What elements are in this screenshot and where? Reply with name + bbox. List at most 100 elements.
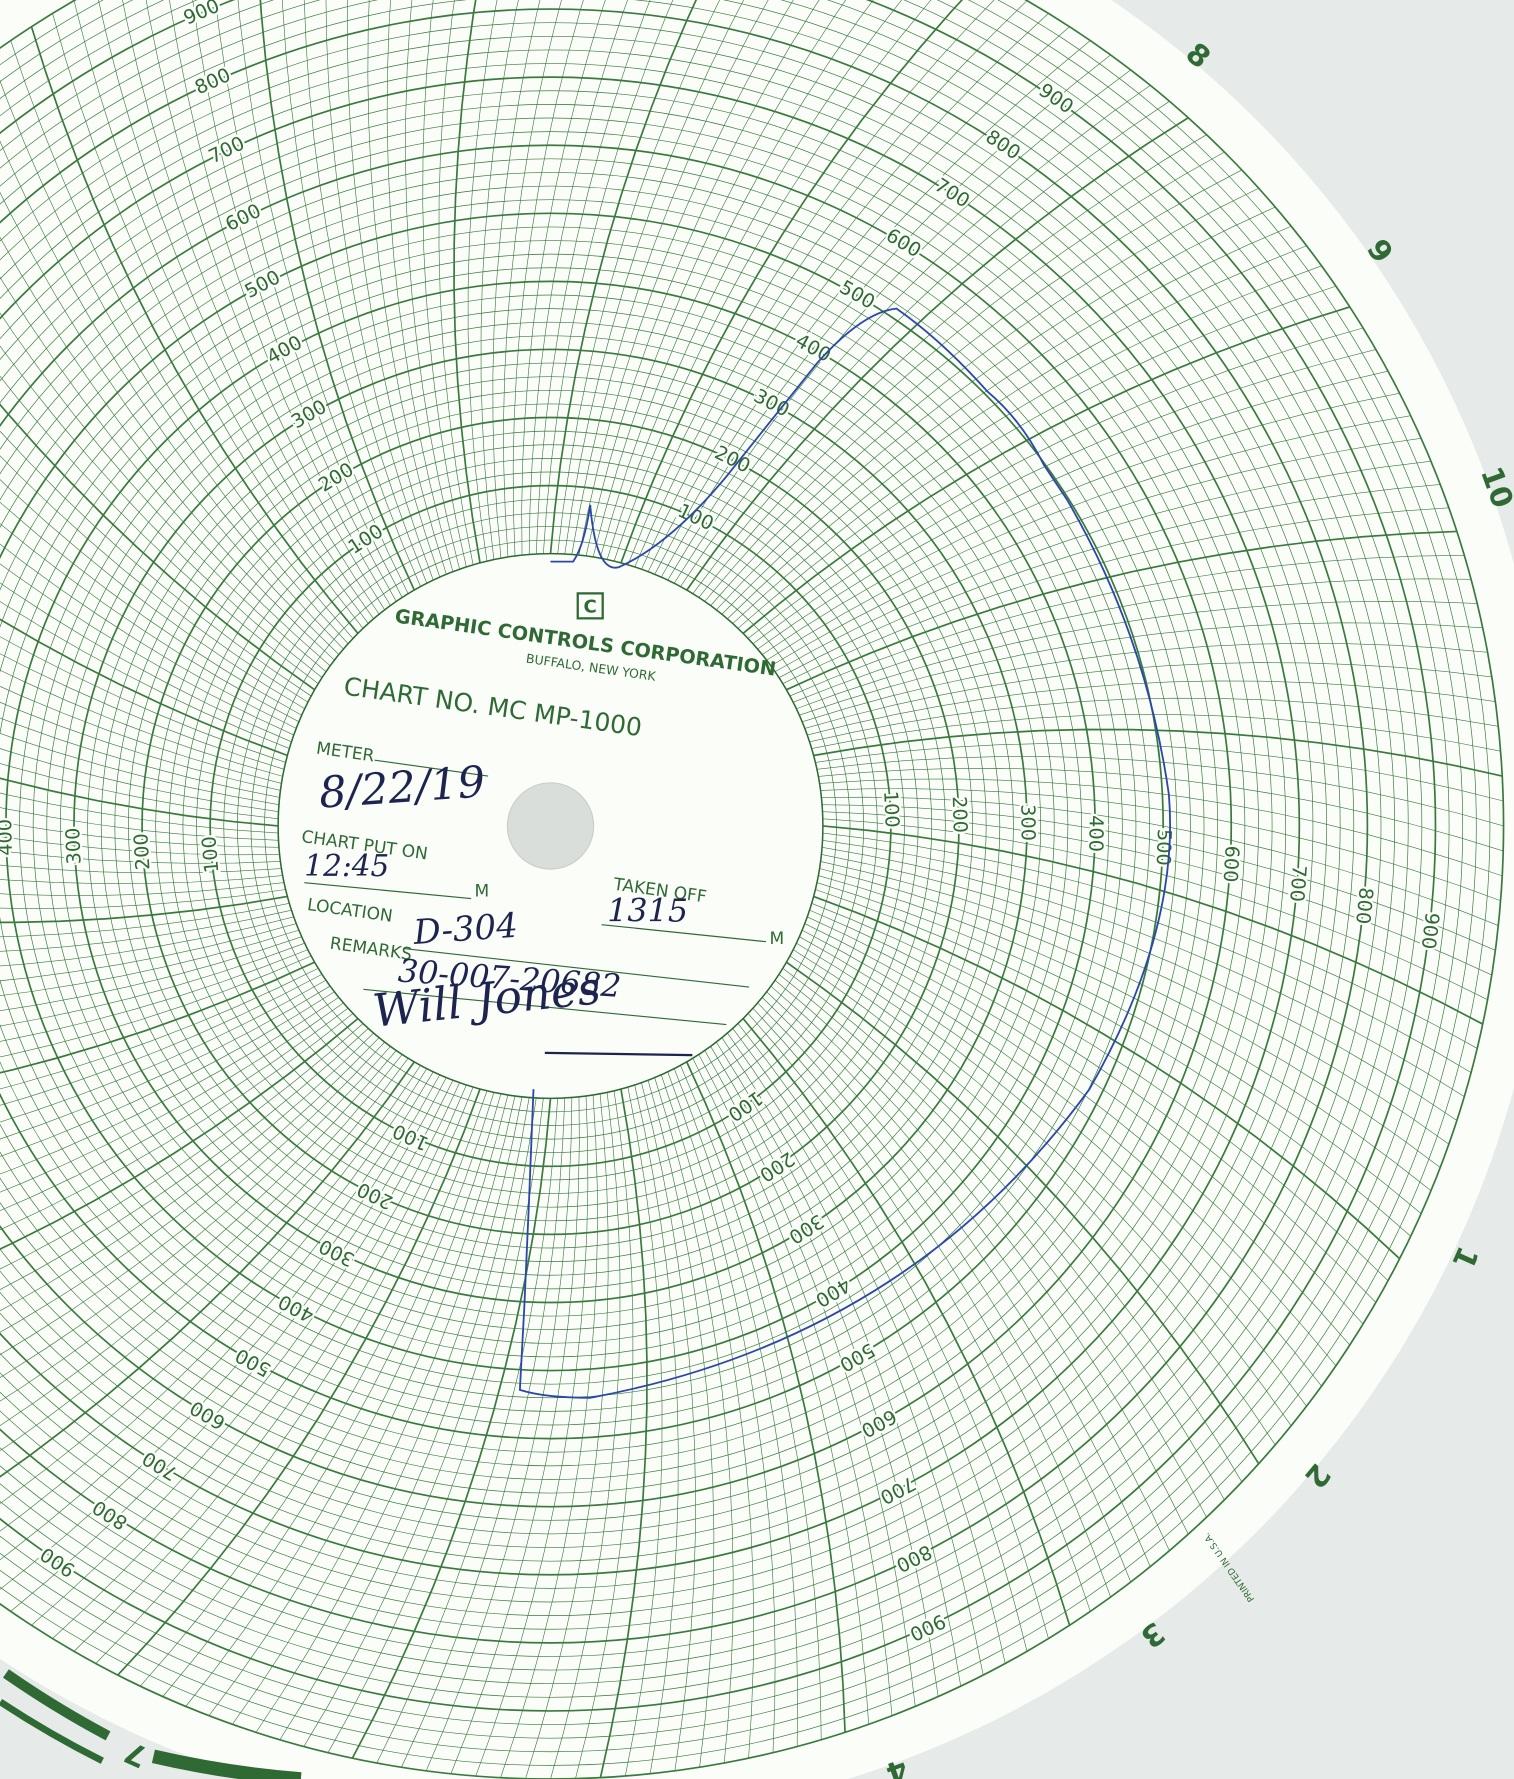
grid-circle: [0, 253, 1123, 1398]
time-line: [0, 748, 279, 812]
time-line: [0, 403, 316, 691]
time-line: [0, 1054, 403, 1426]
grid-circle: [100, 376, 1001, 1276]
scale-label: 200: [129, 833, 154, 871]
time-line: [492, 0, 541, 559]
field-line: [304, 882, 472, 900]
time-line: [0, 955, 312, 1058]
time-line: [818, 875, 1432, 1191]
time-line: [816, 882, 1422, 1214]
time-line: [727, 245, 1307, 620]
time-line: [819, 778, 1503, 877]
grid-circle: [0, 76, 1300, 1576]
time-line: [0, 1065, 421, 1504]
time-line: [0, 1068, 428, 1532]
field-line: [601, 924, 767, 943]
time-line: [667, 69, 1131, 581]
time-line: [0, 636, 286, 763]
time-line: [0, 1050, 397, 1402]
grid-circle: [0, 0, 1490, 1766]
time-line: [0, 929, 300, 996]
grid-circle: [264, 539, 837, 1113]
time-line: [0, 236, 335, 661]
time-line: [512, 0, 584, 557]
time-line: [10, 1077, 447, 1612]
time-line: [752, 349, 1376, 645]
scale-label: 200: [948, 796, 972, 833]
grid-circle: [0, 49, 1327, 1603]
time-line: [673, 1068, 798, 1747]
time-line: [140, 1090, 488, 1687]
time-line: [822, 804, 1496, 951]
time-line: [10, 40, 354, 639]
time-line: [796, 601, 1478, 710]
time-line: [401, 1097, 566, 1768]
time-line: [52, 1082, 460, 1639]
time-line: [450, 1096, 580, 1774]
grid-circle: [32, 308, 1069, 1344]
grid-circle: [19, 294, 1082, 1358]
time-line: [543, 0, 674, 554]
time-line: [747, 327, 1364, 639]
time-line: [185, 1093, 502, 1707]
time-line: [801, 929, 1337, 1366]
time-line: [0, 312, 327, 673]
time-line: [815, 889, 1411, 1237]
time-line: [122, 0, 380, 615]
time-line: [0, 1041, 385, 1355]
grid-circle: [0, 199, 1177, 1453]
grid-circle: [0, 0, 1422, 1698]
time-line: [822, 832, 1478, 1049]
grid-circle: [114, 389, 987, 1262]
scale-label: 100: [879, 790, 904, 828]
time-line: [778, 974, 1225, 1501]
time-line: [549, 0, 698, 554]
time-line: [0, 763, 279, 820]
time-line: [0, 850, 281, 864]
time-line: [0, 807, 279, 841]
center-hole: [506, 782, 595, 870]
time-line: [822, 818, 1488, 1000]
time-line: [346, 0, 441, 578]
time-line: [822, 839, 1472, 1073]
time-line: [660, 1074, 755, 1759]
time-line: [592, 0, 847, 558]
time-line: [778, 484, 1441, 678]
signature-line: [544, 1051, 693, 1057]
time-line: [0, 618, 288, 757]
time-line: [801, 642, 1488, 723]
time-line: [782, 507, 1449, 684]
time-line: [732, 265, 1322, 624]
time-line: [685, 117, 1189, 591]
grid-circle: [87, 362, 1014, 1290]
time-line: [813, 895, 1401, 1260]
time-line: [0, 563, 295, 736]
location-value: D-304: [411, 906, 519, 953]
time-line: [813, 728, 1503, 777]
time-line: [282, 0, 421, 587]
scale-label: 100: [197, 835, 223, 874]
time-line: [770, 985, 1189, 1535]
grid-circle: [0, 0, 1450, 1725]
time-line: [757, 1002, 1132, 1583]
time-line: [732, 1028, 1028, 1652]
time-line: [680, 1065, 822, 1740]
time-line: [0, 967, 319, 1090]
time-line: [279, 1097, 530, 1740]
time-line: [31, 1080, 454, 1626]
grid-circle: [0, 104, 1273, 1548]
time-line: [259, 0, 416, 591]
time-line: [680, 101, 1170, 587]
time-line: [704, 1050, 916, 1707]
time-line: [0, 1061, 416, 1478]
time-line: [599, 1088, 648, 1778]
time-line: [799, 622, 1483, 716]
time-line: [654, 40, 1091, 575]
grid-circle: [0, 131, 1245, 1521]
time-line: [634, 0, 1028, 568]
time-line: [480, 0, 519, 560]
time-line: [0, 889, 286, 909]
time-line: [0, 792, 279, 834]
time-line: [215, 0, 403, 598]
time-line: [0, 1046, 391, 1378]
